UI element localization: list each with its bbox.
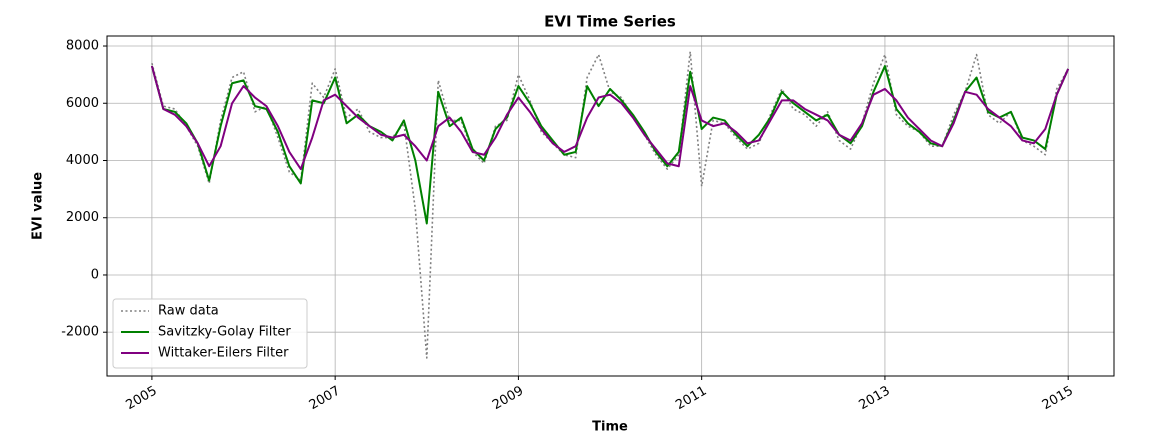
- x-tick-label: 2015: [1040, 384, 1076, 414]
- y-tick-label: 6000: [66, 96, 99, 111]
- x-tick-label: 2009: [490, 384, 526, 414]
- series-line: [150, 65, 1070, 171]
- series-line: [150, 65, 1070, 225]
- legend-label: Wittaker-Eilers Filter: [158, 346, 289, 361]
- y-tick-label: 8000: [66, 39, 99, 54]
- legend-label: Raw data: [158, 304, 219, 319]
- y-tick-label: 2000: [66, 210, 99, 225]
- x-axis-label: Time: [592, 420, 628, 435]
- chart-title: EVI Time Series: [544, 13, 676, 31]
- legend-label: Savitzky-Golay Filter: [158, 325, 291, 340]
- y-tick-label: 0: [91, 267, 99, 282]
- legend-box: [112, 298, 308, 369]
- plot-frame: [106, 35, 1115, 377]
- y-tick-label: -2000: [61, 325, 99, 340]
- y-tick-label: 4000: [66, 153, 99, 168]
- x-tick-label: 2013: [857, 384, 893, 414]
- x-tick-label: 2011: [673, 384, 709, 414]
- x-tick-label: 2005: [123, 384, 159, 414]
- x-tick-label: 2007: [307, 384, 343, 414]
- y-axis-label: EVI value: [31, 172, 46, 240]
